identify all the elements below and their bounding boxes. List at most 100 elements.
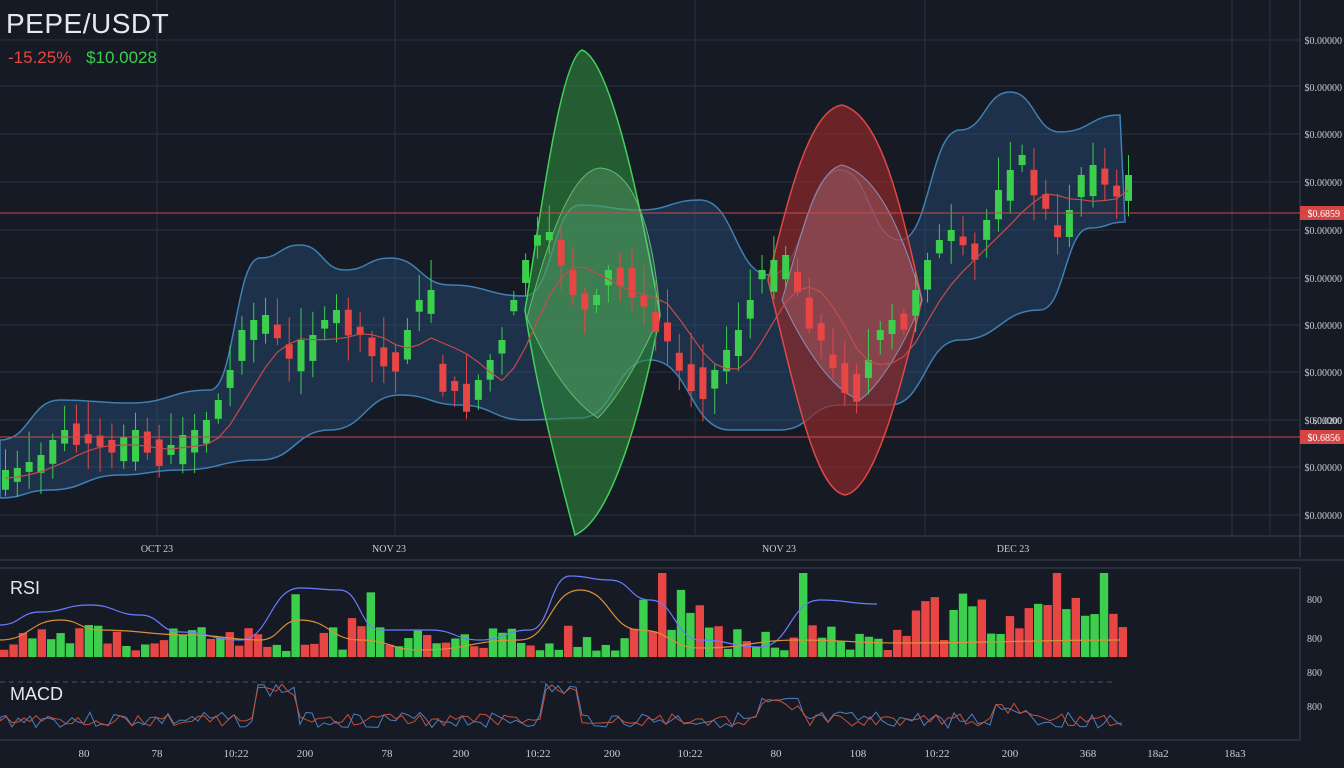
candle[interactable] bbox=[1006, 170, 1014, 201]
candle[interactable] bbox=[1054, 225, 1062, 238]
candle[interactable] bbox=[321, 320, 329, 329]
candle[interactable] bbox=[935, 240, 943, 254]
candle[interactable] bbox=[132, 430, 140, 462]
candle[interactable] bbox=[96, 435, 104, 447]
candle[interactable] bbox=[72, 423, 80, 445]
candle[interactable] bbox=[191, 430, 199, 453]
candle[interactable] bbox=[711, 370, 719, 389]
candle[interactable] bbox=[155, 439, 163, 466]
macd-label[interactable]: MACD bbox=[10, 684, 63, 704]
candle[interactable] bbox=[734, 330, 742, 357]
candle[interactable] bbox=[983, 220, 991, 240]
candle[interactable] bbox=[332, 310, 340, 324]
candle[interactable] bbox=[262, 315, 270, 334]
candle[interactable] bbox=[498, 340, 506, 354]
rsi-panel[interactable]: 800 800 800 800 bbox=[0, 573, 1322, 713]
candlesticks[interactable] bbox=[2, 141, 1132, 497]
candle[interactable] bbox=[226, 370, 234, 388]
candle[interactable] bbox=[1042, 194, 1050, 209]
candle[interactable] bbox=[628, 268, 636, 298]
candle[interactable] bbox=[1089, 165, 1097, 197]
candle[interactable] bbox=[415, 300, 423, 312]
candle[interactable] bbox=[179, 435, 187, 465]
symbol-header[interactable]: PEPE/USDT bbox=[6, 8, 169, 40]
candle[interactable] bbox=[356, 326, 364, 335]
candle[interactable] bbox=[675, 352, 683, 371]
candle[interactable] bbox=[392, 352, 400, 372]
macd-panel[interactable] bbox=[0, 682, 1123, 730]
candle[interactable] bbox=[805, 297, 813, 329]
candle[interactable] bbox=[924, 260, 932, 290]
symbol-title[interactable]: PEPE/USDT bbox=[6, 8, 170, 39]
candle[interactable] bbox=[841, 363, 849, 393]
candle[interactable] bbox=[427, 290, 435, 314]
candle[interactable] bbox=[1101, 168, 1109, 185]
candle[interactable] bbox=[167, 445, 175, 455]
candle[interactable] bbox=[13, 468, 21, 482]
candle[interactable] bbox=[640, 295, 648, 307]
lower-price-tag[interactable] bbox=[1300, 430, 1344, 444]
candle[interactable] bbox=[273, 324, 281, 339]
candle[interactable] bbox=[285, 344, 293, 359]
candle[interactable] bbox=[368, 337, 376, 357]
candle[interactable] bbox=[794, 271, 802, 293]
candle[interactable] bbox=[912, 290, 920, 316]
candle[interactable] bbox=[2, 470, 9, 490]
candle[interactable] bbox=[888, 320, 896, 335]
candle[interactable] bbox=[581, 293, 589, 310]
candle[interactable] bbox=[853, 373, 861, 402]
candle[interactable] bbox=[652, 312, 660, 332]
candle[interactable] bbox=[37, 455, 45, 473]
candle[interactable] bbox=[817, 323, 825, 341]
candle[interactable] bbox=[522, 260, 530, 283]
candle[interactable] bbox=[510, 300, 518, 312]
candle[interactable] bbox=[1077, 175, 1085, 198]
candle[interactable] bbox=[1030, 169, 1038, 196]
price-axis[interactable]: $0.00000 $0.00000 $0.00000 $0.00000 $0.00000… bbox=[1300, 36, 1344, 522]
candle[interactable] bbox=[557, 239, 565, 266]
candle[interactable] bbox=[202, 420, 210, 444]
candle[interactable] bbox=[829, 354, 837, 369]
candle[interactable] bbox=[439, 363, 447, 392]
candle[interactable] bbox=[687, 364, 695, 392]
candle[interactable] bbox=[1065, 210, 1073, 237]
candle[interactable] bbox=[782, 255, 790, 280]
candle[interactable] bbox=[214, 400, 222, 419]
candle[interactable] bbox=[616, 267, 624, 287]
candle[interactable] bbox=[900, 313, 908, 330]
candle[interactable] bbox=[876, 330, 884, 341]
candle[interactable] bbox=[723, 350, 731, 372]
candle[interactable] bbox=[238, 330, 246, 361]
candle[interactable] bbox=[344, 309, 352, 336]
candle[interactable] bbox=[380, 347, 388, 367]
candle[interactable] bbox=[1113, 185, 1121, 197]
candle[interactable] bbox=[309, 335, 317, 361]
candle[interactable] bbox=[545, 232, 553, 241]
candle[interactable] bbox=[451, 381, 459, 391]
candle[interactable] bbox=[1125, 175, 1132, 201]
candle[interactable] bbox=[593, 295, 601, 305]
candle[interactable] bbox=[403, 330, 411, 360]
candle[interactable] bbox=[533, 235, 541, 246]
candle[interactable] bbox=[120, 437, 128, 462]
candle[interactable] bbox=[959, 236, 967, 246]
candle[interactable] bbox=[971, 243, 979, 260]
candle[interactable] bbox=[25, 462, 33, 472]
candle[interactable] bbox=[463, 383, 471, 412]
candle[interactable] bbox=[143, 431, 151, 453]
rsi-label[interactable]: RSI bbox=[10, 578, 41, 598]
candle[interactable] bbox=[770, 260, 778, 292]
current-price-tag[interactable] bbox=[1300, 206, 1344, 220]
candle[interactable] bbox=[994, 190, 1002, 220]
candle[interactable] bbox=[947, 230, 955, 242]
candle[interactable] bbox=[746, 300, 754, 319]
candle[interactable] bbox=[49, 440, 57, 464]
candle[interactable] bbox=[663, 322, 671, 342]
candle[interactable] bbox=[486, 360, 494, 380]
candle[interactable] bbox=[1018, 155, 1026, 166]
candle[interactable] bbox=[474, 380, 482, 400]
candle[interactable] bbox=[699, 367, 707, 400]
candle[interactable] bbox=[604, 270, 612, 286]
candle[interactable] bbox=[569, 269, 577, 296]
candle[interactable] bbox=[758, 270, 766, 280]
